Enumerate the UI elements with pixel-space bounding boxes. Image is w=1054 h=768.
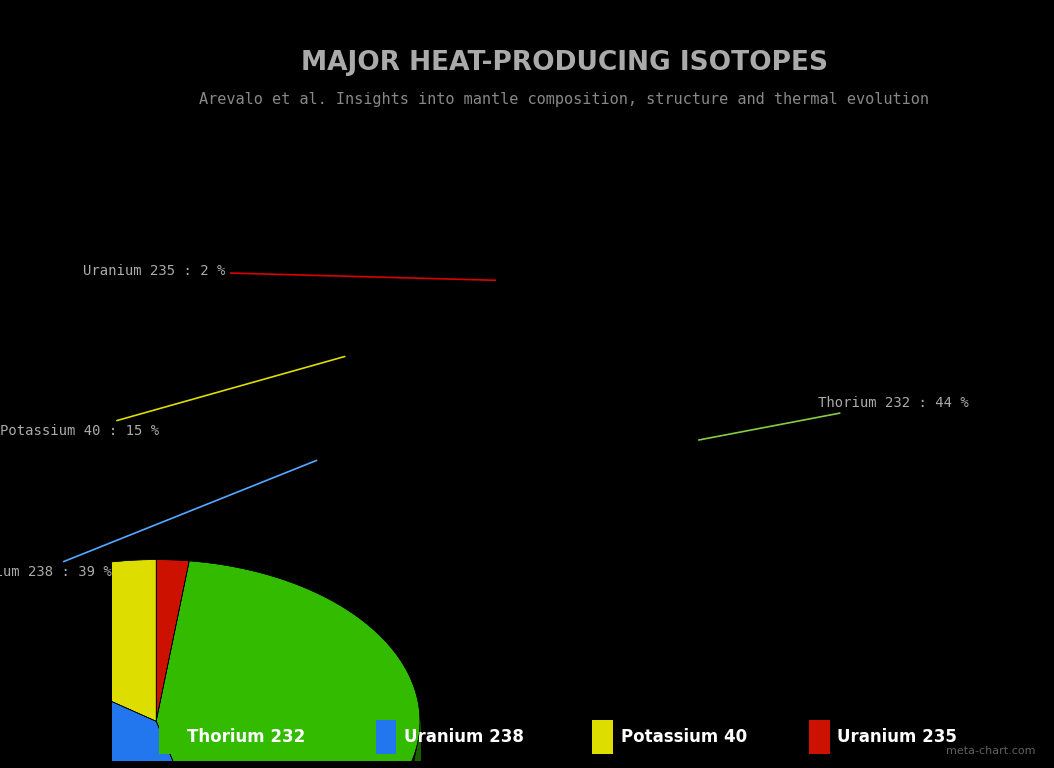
Text: MAJOR HEAT-PRODUCING ISOTOPES: MAJOR HEAT-PRODUCING ISOTOPES xyxy=(300,50,827,75)
Text: Arevalo et al. Insights into mantle composition, structure and thermal evolution: Arevalo et al. Insights into mantle comp… xyxy=(199,92,930,107)
Bar xyxy=(159,720,180,754)
Text: Potassium 40 : 15 %: Potassium 40 : 15 % xyxy=(0,356,345,438)
Text: Thorium 232: Thorium 232 xyxy=(188,728,306,746)
Polygon shape xyxy=(0,626,221,768)
Bar xyxy=(375,720,396,754)
Text: Thorium 232 : 44 %: Thorium 232 : 44 % xyxy=(699,396,970,440)
Polygon shape xyxy=(156,721,221,768)
Text: Potassium 40: Potassium 40 xyxy=(621,728,747,746)
Bar xyxy=(592,720,613,754)
Polygon shape xyxy=(156,721,221,768)
Text: Uranium 235: Uranium 235 xyxy=(837,728,957,746)
Polygon shape xyxy=(156,560,190,721)
Bar xyxy=(809,720,829,754)
Text: Uranium 235 : 2 %: Uranium 235 : 2 % xyxy=(82,264,495,280)
Text: Uranium 238: Uranium 238 xyxy=(404,728,524,746)
Text: Uranium 238 : 39 %: Uranium 238 : 39 % xyxy=(0,460,316,579)
Text: meta-chart.com: meta-chart.com xyxy=(945,746,1035,756)
Polygon shape xyxy=(156,561,419,768)
Polygon shape xyxy=(0,560,156,721)
